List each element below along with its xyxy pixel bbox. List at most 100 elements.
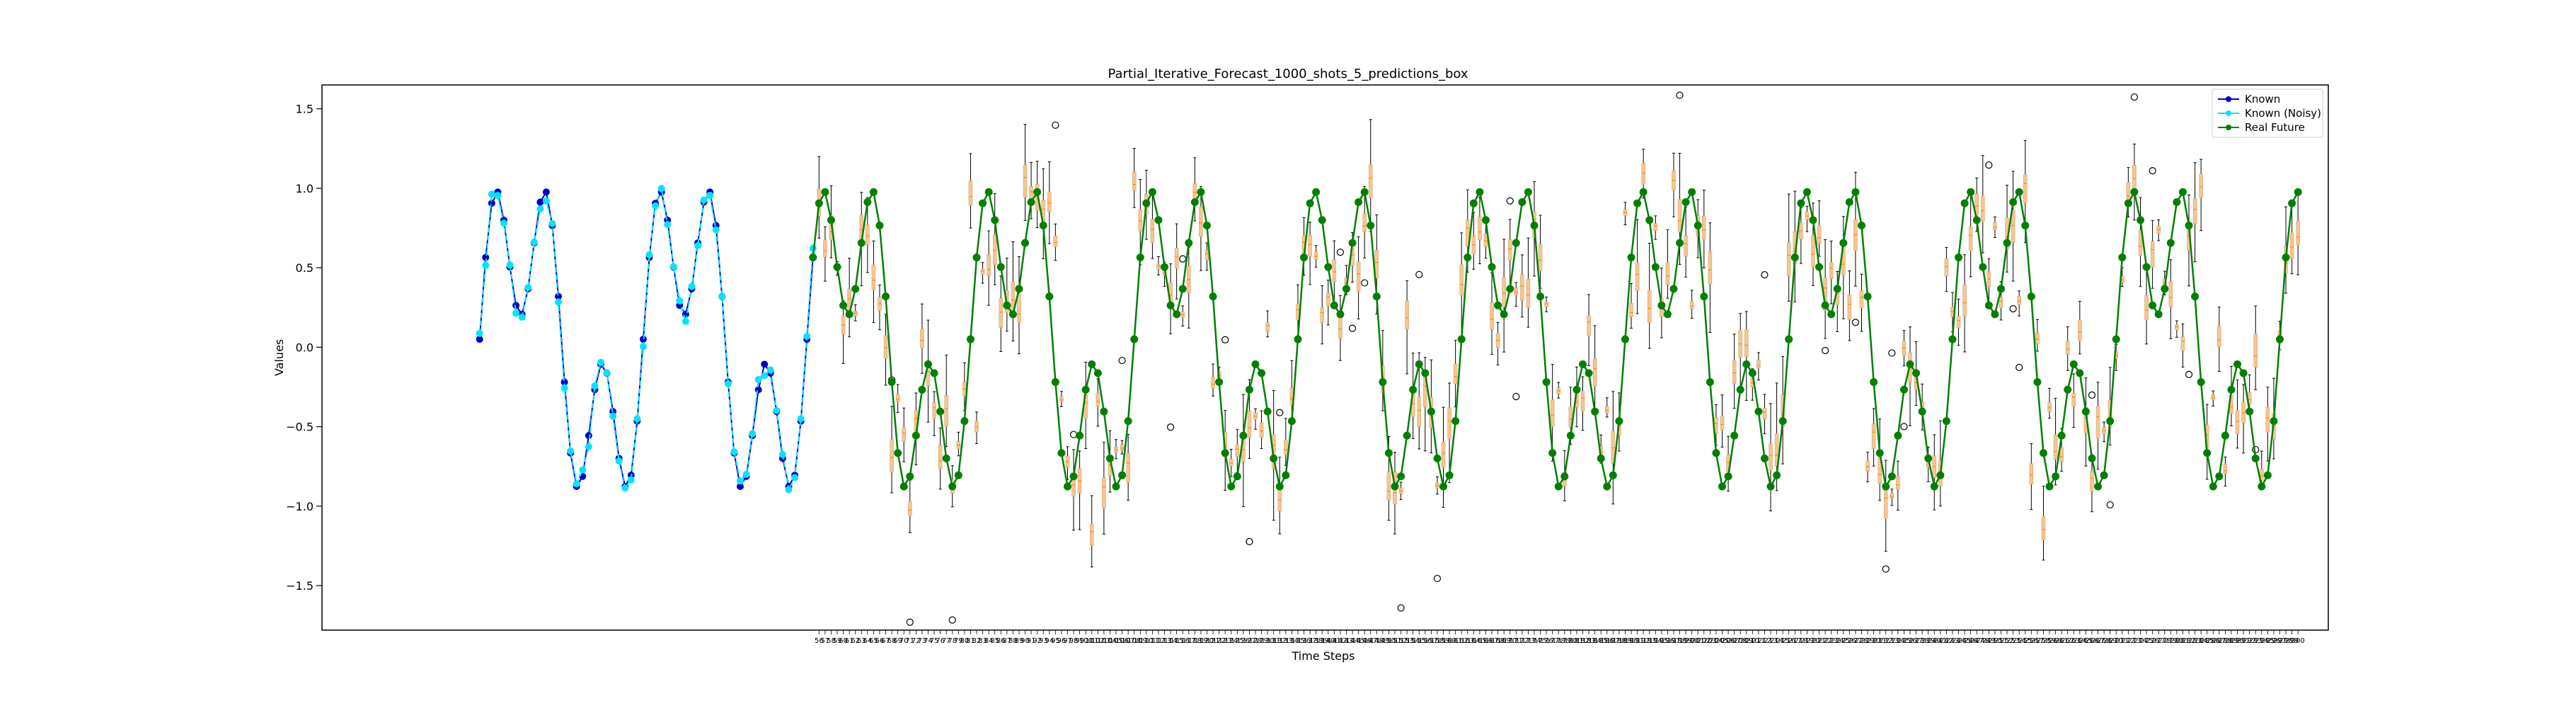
- x-tick-label: 274: [2134, 637, 2147, 645]
- real-future-point: [1802, 188, 1811, 196]
- x-tick-label: 135: [1291, 637, 1304, 645]
- real-future-point: [882, 292, 890, 301]
- x-tick-label: 273: [2127, 637, 2141, 645]
- box: [871, 264, 876, 290]
- box: [1368, 164, 1373, 198]
- box-outlier: [1882, 565, 1890, 573]
- x-tick-label: 146: [1358, 637, 1372, 645]
- known-noisy-point: [518, 314, 526, 321]
- x-tick-label: 228: [1855, 637, 1868, 645]
- known-noisy-point: [579, 466, 587, 474]
- known-point: [736, 483, 744, 491]
- x-tick-label: 156: [1418, 637, 1432, 645]
- known-noisy-point: [512, 309, 520, 317]
- box: [944, 395, 948, 427]
- known-noisy-point: [676, 297, 684, 304]
- known-noisy-point: [761, 372, 769, 379]
- x-tick-label: 59: [833, 637, 842, 645]
- known-noisy-line: [478, 188, 814, 492]
- x-tick-label: 115: [1170, 637, 1183, 645]
- real-future-point: [1464, 253, 1472, 262]
- x-tick-label: 123: [1219, 637, 1232, 645]
- known-noisy-point: [700, 196, 708, 204]
- real-future-point: [1233, 472, 1241, 481]
- real-future-point: [906, 472, 914, 481]
- real-future-point: [2239, 369, 2248, 377]
- x-tick-label: 251: [1994, 637, 2008, 645]
- x-tick-label: 255: [2018, 637, 2032, 645]
- x-tick-label: 179: [1558, 637, 1571, 645]
- box: [2023, 174, 2028, 203]
- legend-future-label: Real Future: [2245, 121, 2305, 134]
- box: [2035, 332, 2040, 344]
- x-tick-label: 236: [1903, 637, 1916, 645]
- box: [1459, 264, 1464, 296]
- real-future-point: [869, 188, 878, 196]
- x-tick-label: 276: [2146, 637, 2159, 645]
- x-tick-label: 271: [2115, 637, 2129, 645]
- real-future-point: [1857, 222, 1865, 230]
- box: [1611, 430, 1616, 464]
- x-tick-label: 178: [1552, 637, 1565, 645]
- x-tick-label: 200: [1685, 637, 1698, 645]
- box: [1174, 247, 1179, 269]
- real-future-point: [1955, 253, 1963, 262]
- box-outlier: [1052, 121, 1059, 129]
- known-noisy-point: [494, 192, 502, 200]
- x-tick-label: 266: [2085, 637, 2098, 645]
- x-tick-label: 140: [1321, 637, 1335, 645]
- box: [1890, 493, 1894, 499]
- x-tick-label: 227: [1848, 637, 1862, 645]
- box: [1023, 164, 1028, 198]
- box: [1774, 433, 1779, 467]
- real-future-point: [2185, 222, 2193, 230]
- known-noisy-point: [730, 448, 738, 456]
- box: [1708, 251, 1713, 285]
- real-future-point: [1088, 360, 1096, 368]
- x-tick-label: 78: [948, 637, 957, 645]
- box: [938, 445, 943, 469]
- real-future-point: [1142, 199, 1151, 207]
- x-tick-label: 263: [2067, 637, 2081, 645]
- box: [968, 180, 973, 206]
- real-future-point: [1996, 285, 2005, 293]
- box: [1829, 262, 1834, 279]
- real-future-point: [2045, 482, 2054, 491]
- x-tick-label: 89: [1015, 637, 1024, 645]
- box: [1478, 216, 1482, 241]
- real-future-point: [1494, 301, 1502, 309]
- box: [2168, 281, 2173, 307]
- real-future-point: [1093, 369, 1102, 377]
- real-future-point: [1821, 301, 1829, 309]
- known-noisy-point: [724, 379, 732, 387]
- real-future-point: [2233, 360, 2242, 368]
- box-outlier: [1761, 271, 1769, 279]
- real-future-point: [1754, 407, 1763, 416]
- x-tick-label: 264: [2073, 637, 2086, 645]
- real-future-point: [1330, 301, 1338, 309]
- real-future-point: [1948, 335, 1957, 343]
- x-tick-label: 61: [845, 637, 854, 645]
- x-tick-label: 77: [942, 637, 951, 645]
- real-future-point: [1524, 188, 1532, 196]
- x-tick-label: 119: [1194, 637, 1207, 645]
- x-tick-label: 98: [1069, 637, 1079, 645]
- box: [2041, 516, 2046, 541]
- x-tick-label: 176: [1540, 637, 1553, 645]
- real-future-point: [1275, 482, 1284, 491]
- known-point: [512, 302, 520, 309]
- box: [2253, 333, 2258, 367]
- known-point: [542, 188, 550, 196]
- box: [1786, 242, 1791, 277]
- box: [1756, 360, 1761, 369]
- real-future-point: [1657, 301, 1666, 309]
- box: [1684, 235, 1688, 257]
- box: [1896, 476, 1900, 490]
- box: [1332, 259, 1337, 282]
- known-point: [536, 198, 544, 206]
- real-future-point: [2039, 449, 2047, 457]
- x-tick-label: 151: [1388, 637, 1401, 645]
- real-future-point: [1215, 378, 1224, 387]
- box: [1326, 292, 1330, 307]
- known-noisy-point: [749, 430, 757, 438]
